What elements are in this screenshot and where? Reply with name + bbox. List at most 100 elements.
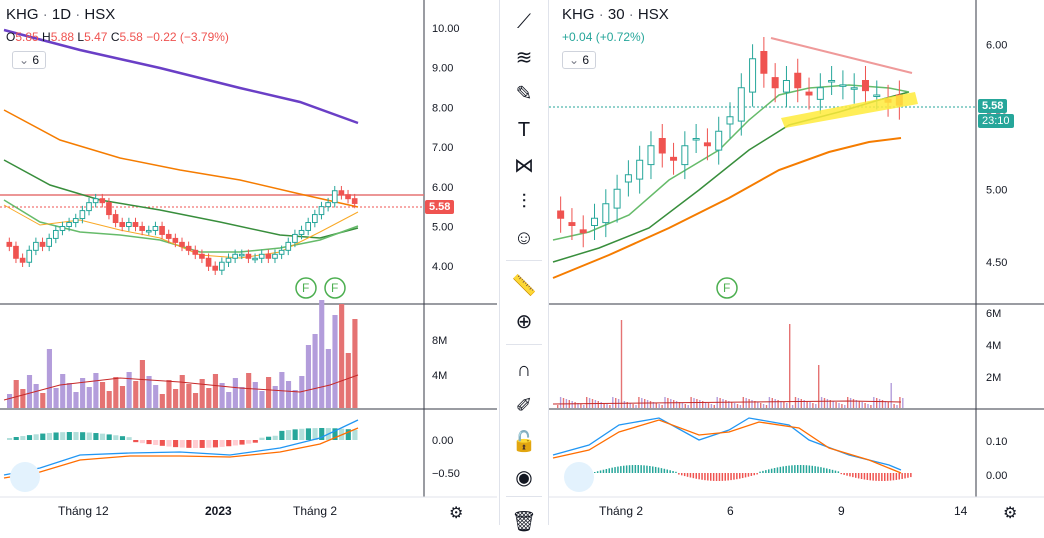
magnet-icon[interactable]: ∩: [516, 359, 532, 381]
volume-bar: [620, 320, 623, 408]
volume-bar: [226, 392, 232, 408]
macd-histogram-bar: [666, 469, 668, 473]
symbol-label: KHG: [6, 6, 39, 23]
trash-icon[interactable]: 🗑: [511, 511, 537, 533]
volume-bar: [652, 402, 655, 408]
macd-histogram-bar: [762, 470, 764, 473]
macd-histogram-bar: [93, 433, 99, 440]
ma-orange-line[interactable]: [3, 109, 359, 208]
candle: [26, 249, 33, 263]
macd-histogram-bar: [605, 468, 608, 473]
volume-bar: [53, 388, 59, 408]
macd-line: [3, 419, 359, 476]
volume-bar: [760, 403, 762, 408]
volume-bar: [73, 392, 79, 408]
event-marker-circle[interactable]: [716, 277, 738, 299]
macd-histogram-bar: [773, 468, 776, 473]
ma-orange-line[interactable]: [552, 137, 902, 279]
macd-histogram-bar: [770, 468, 773, 473]
event-marker-circle[interactable]: [324, 277, 346, 299]
highlight-band[interactable]: [781, 92, 918, 128]
macd-histogram-bar: [689, 473, 692, 478]
candle: [816, 87, 824, 100]
lock-icon[interactable]: 🔓: [511, 431, 537, 453]
candle: [703, 142, 711, 147]
macd-histogram-bar: [652, 466, 654, 473]
interval-label[interactable]: 30: [607, 6, 625, 23]
macd-histogram-bar: [863, 473, 866, 480]
event-marker-label: F: [302, 281, 309, 295]
macd-tick-label: 0.10: [986, 436, 1007, 448]
tradingview-logo[interactable]: [10, 462, 40, 492]
macd-histogram-bar: [166, 440, 172, 447]
trend-line-icon[interactable]: ⟋: [517, 11, 531, 33]
candle: [749, 58, 757, 93]
macd-histogram-bar: [701, 473, 703, 480]
volume-bar: [777, 400, 779, 408]
macd-histogram-bar: [617, 466, 619, 473]
macd-histogram-bar: [669, 470, 671, 473]
settings-gear-icon[interactable]: ⚙: [449, 505, 464, 522]
macd-histogram-bar: [715, 473, 718, 481]
macd-histogram-bar: [805, 465, 808, 473]
candle: [715, 130, 723, 151]
macd-histogram-bar: [724, 473, 726, 481]
ma-purple-line[interactable]: [3, 28, 359, 125]
forecast-icon[interactable]: ⫶: [521, 191, 527, 213]
candle: [318, 206, 325, 216]
volume-bar: [606, 404, 608, 408]
fib-icon[interactable]: ≋: [515, 47, 533, 69]
left-chart-canvas[interactable]: 10.00 9.00 8.00 7.00 6.00 5.00 4.00 8M 4M 0.00 −0.…: [0, 0, 497, 525]
indicator-toggle-button[interactable]: ⌄ 6: [562, 51, 597, 69]
volume-bar: [844, 405, 846, 408]
macd-histogram-bar: [683, 473, 686, 477]
settings-gear-icon[interactable]: ⚙: [1003, 505, 1018, 522]
macd-histogram-bar: [246, 440, 252, 444]
macd-histogram-bar: [779, 466, 782, 473]
volume-bar: [212, 374, 219, 408]
macd-histogram-bar: [718, 473, 721, 481]
emoji-icon[interactable]: ☺: [513, 227, 535, 249]
volume-bar: [272, 386, 278, 408]
left-symbol-header[interactable]: KHG · 1D · HSX: [6, 6, 116, 23]
candle: [861, 80, 869, 92]
candle: [152, 225, 159, 231]
zoom-in-icon[interactable]: ⊕: [515, 311, 533, 333]
candle: [159, 225, 165, 235]
macd-histogram-bar: [834, 470, 837, 473]
event-marker-circle[interactable]: [295, 277, 317, 299]
lock-pencil-icon[interactable]: ✐: [515, 395, 533, 417]
indicator-toggle-button[interactable]: ⌄ 6: [12, 51, 47, 69]
macd-histogram-bar: [119, 436, 126, 440]
volume-bar: [896, 405, 898, 408]
ma-green-line[interactable]: [3, 159, 359, 239]
macd-histogram-bar: [753, 473, 755, 476]
interval-label[interactable]: 1D: [51, 6, 72, 23]
candle: [232, 253, 238, 259]
left-chart-panel[interactable]: 10.00 9.00 8.00 7.00 6.00 5.00 4.00 8M 4M 0.00 −0.…: [0, 0, 497, 525]
macd-histogram-bar: [26, 435, 33, 440]
macd-histogram-bar: [895, 473, 898, 480]
macd-histogram-bar: [199, 440, 205, 448]
brush-icon[interactable]: ✎: [515, 83, 533, 105]
candle: [850, 87, 858, 90]
macd-histogram-bar: [643, 465, 645, 473]
volume-bar: [66, 383, 72, 408]
ruler-icon[interactable]: 📏: [511, 275, 537, 297]
macd-histogram-bar: [791, 465, 793, 473]
macd-histogram-bar: [279, 430, 285, 440]
candle: [305, 222, 312, 231]
pattern-icon[interactable]: ⋈: [514, 155, 534, 177]
text-icon[interactable]: T: [517, 119, 531, 141]
macd-histogram-bar: [602, 469, 605, 473]
candle: [185, 245, 192, 251]
trendline-top[interactable]: [770, 37, 913, 74]
eye-icon[interactable]: ◉: [515, 467, 533, 489]
right-symbol-header[interactable]: KHG · 30 · HSX: [562, 6, 669, 23]
volume-bar: [835, 402, 837, 408]
tradingview-logo[interactable]: [564, 462, 594, 492]
volume-bar: [279, 372, 285, 408]
chevron-down-icon: ⌄: [569, 53, 580, 67]
